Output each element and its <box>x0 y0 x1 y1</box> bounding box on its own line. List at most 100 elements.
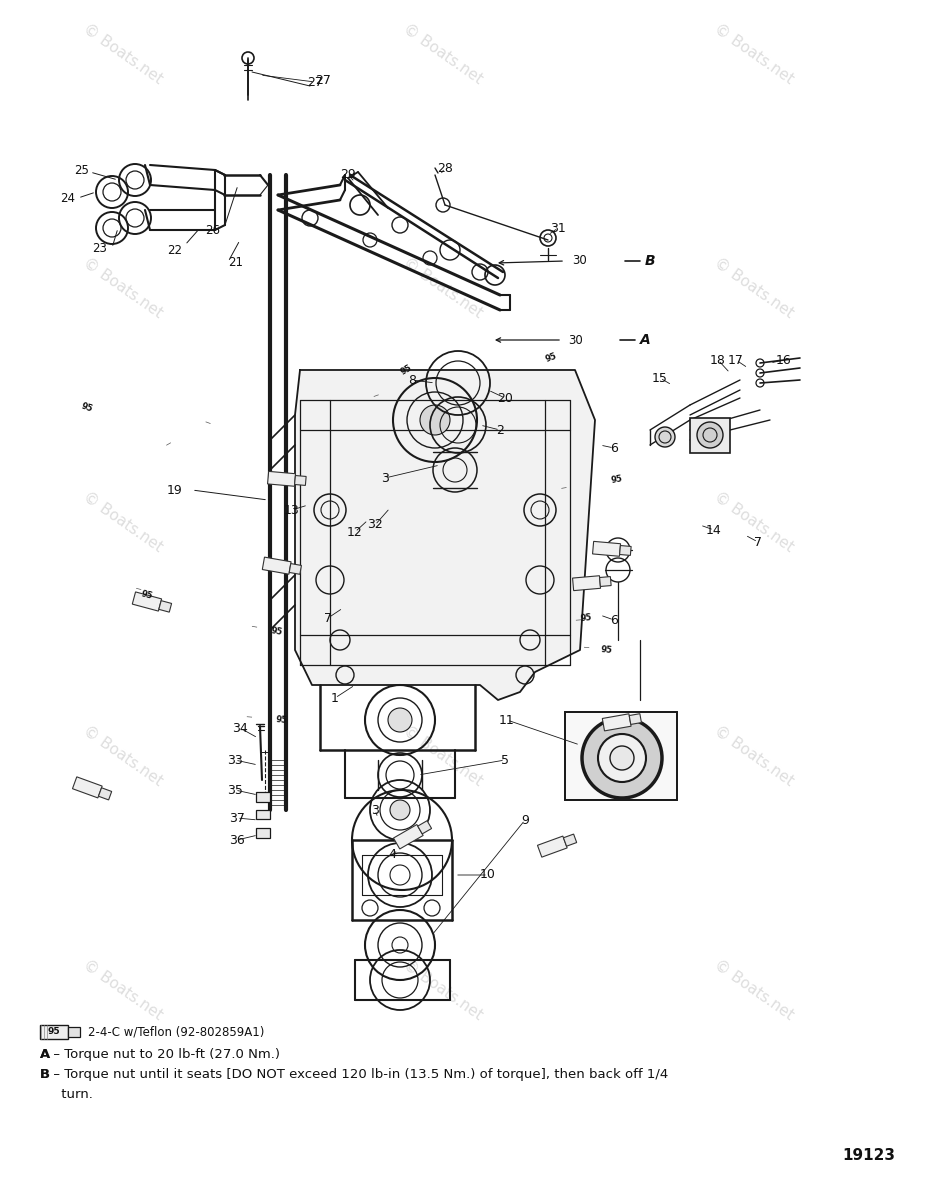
Text: 95: 95 <box>270 626 283 637</box>
Text: 20: 20 <box>497 391 513 404</box>
Text: 18: 18 <box>710 354 726 366</box>
Circle shape <box>388 708 412 732</box>
FancyBboxPatch shape <box>602 714 631 731</box>
FancyBboxPatch shape <box>417 821 431 834</box>
FancyBboxPatch shape <box>40 1025 68 1039</box>
Text: 5: 5 <box>501 754 509 767</box>
Text: 21: 21 <box>228 256 243 269</box>
Text: 27: 27 <box>315 73 331 86</box>
Polygon shape <box>295 370 595 700</box>
Text: 17: 17 <box>728 354 744 366</box>
FancyBboxPatch shape <box>690 418 730 452</box>
Text: © Boats.net: © Boats.net <box>400 724 485 788</box>
Text: © Boats.net: © Boats.net <box>711 22 796 86</box>
Text: 4: 4 <box>388 848 396 862</box>
Text: 9: 9 <box>521 814 529 827</box>
Circle shape <box>390 800 410 820</box>
Text: 23: 23 <box>92 241 107 254</box>
Text: © Boats.net: © Boats.net <box>400 958 485 1022</box>
Circle shape <box>610 746 634 770</box>
Text: 95: 95 <box>139 589 154 601</box>
Text: 19: 19 <box>167 484 183 497</box>
Text: © Boats.net: © Boats.net <box>80 958 165 1022</box>
Circle shape <box>697 422 723 448</box>
Text: 95: 95 <box>399 364 414 377</box>
FancyBboxPatch shape <box>256 792 270 802</box>
Text: 6: 6 <box>610 613 618 626</box>
Text: 30: 30 <box>572 254 587 268</box>
Text: 3: 3 <box>382 472 389 485</box>
Text: 6: 6 <box>610 442 618 455</box>
FancyBboxPatch shape <box>600 576 611 587</box>
Text: A: A <box>40 1048 50 1061</box>
Circle shape <box>655 427 675 446</box>
Text: © Boats.net: © Boats.net <box>711 490 796 554</box>
Text: 95: 95 <box>610 474 623 486</box>
Text: 95: 95 <box>544 352 559 365</box>
FancyBboxPatch shape <box>159 601 171 612</box>
Circle shape <box>420 404 450 434</box>
Text: 31: 31 <box>550 222 566 234</box>
Text: 8: 8 <box>408 373 416 386</box>
FancyBboxPatch shape <box>620 546 631 556</box>
FancyBboxPatch shape <box>565 712 677 800</box>
FancyBboxPatch shape <box>262 557 291 575</box>
FancyBboxPatch shape <box>132 592 162 611</box>
Text: 36: 36 <box>229 834 245 846</box>
FancyBboxPatch shape <box>295 475 306 486</box>
Text: 3: 3 <box>371 804 379 816</box>
FancyBboxPatch shape <box>73 776 102 798</box>
Text: 16: 16 <box>776 354 792 366</box>
Text: © Boats.net: © Boats.net <box>711 724 796 788</box>
Text: 10: 10 <box>480 869 495 882</box>
FancyBboxPatch shape <box>289 564 301 575</box>
Text: © Boats.net: © Boats.net <box>400 256 485 320</box>
Text: 34: 34 <box>232 721 248 734</box>
FancyBboxPatch shape <box>573 576 601 590</box>
Text: 19123: 19123 <box>842 1148 895 1163</box>
Text: A: A <box>640 332 651 347</box>
Text: 37: 37 <box>229 811 245 824</box>
Text: © Boats.net: © Boats.net <box>80 490 165 554</box>
FancyBboxPatch shape <box>256 828 270 838</box>
Text: 13: 13 <box>284 504 300 516</box>
FancyBboxPatch shape <box>629 714 642 725</box>
Text: B: B <box>645 254 656 268</box>
Text: 27: 27 <box>307 76 323 89</box>
Text: 22: 22 <box>168 244 183 257</box>
Text: 95: 95 <box>79 402 93 414</box>
Circle shape <box>598 734 646 782</box>
Text: 14: 14 <box>706 523 722 536</box>
Text: © Boats.net: © Boats.net <box>711 256 796 320</box>
Text: 12: 12 <box>347 526 363 539</box>
FancyBboxPatch shape <box>268 472 296 486</box>
Text: A – Torque nut to 20 lb-ft (27.0 Nm.): A – Torque nut to 20 lb-ft (27.0 Nm.) <box>40 1048 280 1061</box>
Text: B: B <box>40 1068 50 1081</box>
Text: 2-4-C w/Teflon (92-802859A1): 2-4-C w/Teflon (92-802859A1) <box>88 1026 265 1038</box>
FancyBboxPatch shape <box>256 810 270 818</box>
Text: 11: 11 <box>499 714 515 726</box>
Text: 28: 28 <box>437 162 453 174</box>
FancyBboxPatch shape <box>563 834 577 846</box>
Text: 33: 33 <box>227 754 243 767</box>
Text: 32: 32 <box>367 518 382 532</box>
FancyBboxPatch shape <box>68 1027 80 1037</box>
Text: 7: 7 <box>324 612 332 624</box>
FancyBboxPatch shape <box>394 824 423 848</box>
Text: 95: 95 <box>580 613 593 623</box>
Text: 1: 1 <box>331 691 339 704</box>
Text: 2: 2 <box>496 424 504 437</box>
Text: © Boats.net: © Boats.net <box>711 958 796 1022</box>
Text: 35: 35 <box>227 784 243 797</box>
Text: 26: 26 <box>205 223 220 236</box>
Text: 29: 29 <box>340 168 356 181</box>
Text: 30: 30 <box>568 334 583 347</box>
Text: © Boats.net: © Boats.net <box>400 490 485 554</box>
FancyBboxPatch shape <box>99 787 112 800</box>
Text: 95: 95 <box>275 715 287 725</box>
Text: 25: 25 <box>74 163 89 176</box>
Text: B – Torque nut until it seats [DO NOT exceed 120 lb-in (13.5 Nm.) of torque], th: B – Torque nut until it seats [DO NOT ex… <box>40 1068 668 1081</box>
Text: 7: 7 <box>754 535 762 548</box>
Text: turn.: turn. <box>40 1088 93 1102</box>
Text: © Boats.net: © Boats.net <box>400 22 485 86</box>
